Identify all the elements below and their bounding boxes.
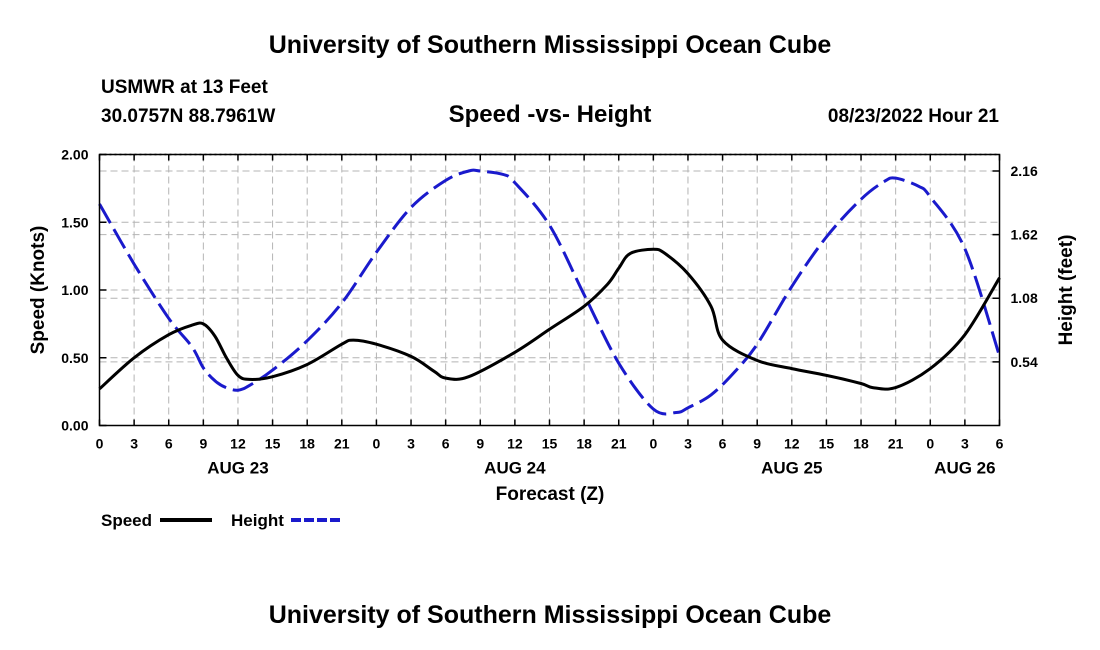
x-tick-label: 18 <box>576 436 592 452</box>
x-tick-label: 21 <box>888 436 904 452</box>
y2-axis-label: Height (feet) <box>1056 235 1077 346</box>
x-tick-label: 18 <box>299 436 315 452</box>
x-tick-label: 12 <box>784 436 800 452</box>
x-tick-label: 15 <box>542 436 558 452</box>
station-coordinates: 30.0757N 88.7961W <box>101 106 276 127</box>
x-tick-label: 15 <box>819 436 835 452</box>
legend: Speed Height <box>101 511 343 530</box>
x-tick-label: 0 <box>373 436 381 452</box>
x-axis: 0 3 6 9 12 15 18 21 0 3 6 9 12 15 18 21 0 3 6 9 12 15 18 21 0 3 6A… <box>96 154 1004 478</box>
forecast-datetime: 08/23/2022 Hour 21 <box>827 106 999 127</box>
chart-title: Speed -vs- Height <box>448 101 652 128</box>
y-axis-label: Speed (Knots) <box>28 226 49 355</box>
y-axis-left: 0.00 0.50 1.00 1.50 2.00 <box>61 147 107 434</box>
y-tick-label: 1.50 <box>61 214 88 230</box>
legend-speed-label: Speed <box>101 511 152 530</box>
station-name: USMWR at 13 Feet <box>101 77 268 98</box>
y2-tick-label: 1.62 <box>1011 227 1038 243</box>
y-axis-right: 0.54 1.08 1.62 2.16 <box>992 163 1038 370</box>
x-tick-label: 3 <box>961 436 969 452</box>
date-label: AUG 24 <box>484 459 546 478</box>
x-tick-label: 6 <box>442 436 450 452</box>
legend-height-label: Height <box>231 511 284 530</box>
y2-tick-label: 2.16 <box>1011 163 1038 179</box>
height-series-line <box>98 168 1001 416</box>
x-tick-label: 3 <box>130 436 138 452</box>
footer-title: University of Southern Mississippi Ocean… <box>268 601 832 629</box>
series-lines <box>98 168 1001 416</box>
y-tick-label: 1.00 <box>61 282 88 298</box>
x-tick-label: 3 <box>407 436 415 452</box>
x-tick-label: 9 <box>199 436 207 452</box>
date-label: AUG 26 <box>934 459 995 478</box>
x-tick-label: 12 <box>507 436 523 452</box>
x-tick-label: 0 <box>96 436 104 452</box>
x-tick-label: 21 <box>334 436 350 452</box>
y2-tick-label: 1.08 <box>1011 290 1038 306</box>
x-tick-label: 6 <box>165 436 173 452</box>
grid-lines <box>99 154 1000 426</box>
x-tick-label: 0 <box>926 436 934 452</box>
date-label: AUG 25 <box>761 459 822 478</box>
x-tick-label: 21 <box>611 436 627 452</box>
y-tick-label: 2.00 <box>61 147 88 163</box>
x-tick-label: 6 <box>996 436 1004 452</box>
x-tick-label: 9 <box>753 436 761 452</box>
y2-tick-label: 0.54 <box>1011 354 1038 370</box>
x-axis-label: Forecast (Z) <box>496 484 605 505</box>
x-tick-label: 12 <box>230 436 246 452</box>
y-tick-label: 0.00 <box>61 418 88 434</box>
date-label: AUG 23 <box>207 459 268 478</box>
speed-series-line <box>98 247 1001 391</box>
x-tick-label: 3 <box>684 436 692 452</box>
y-tick-label: 0.50 <box>61 350 88 366</box>
x-tick-label: 6 <box>719 436 727 452</box>
x-tick-label: 9 <box>476 436 484 452</box>
x-tick-label: 0 <box>649 436 657 452</box>
x-tick-label: 15 <box>265 436 281 452</box>
page-title: University of Southern Mississippi Ocean… <box>268 31 832 59</box>
x-tick-label: 18 <box>853 436 869 452</box>
